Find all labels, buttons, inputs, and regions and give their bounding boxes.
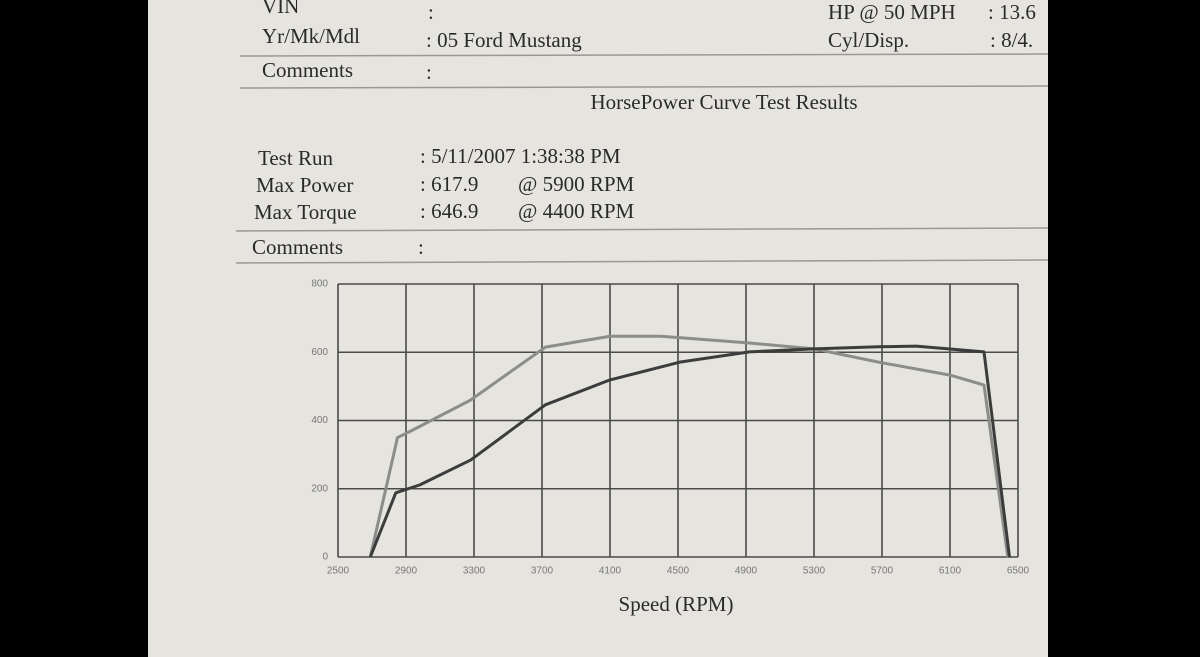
x-axis-label: Speed (RPM) xyxy=(619,592,734,616)
y-tick-label: 400 xyxy=(311,415,328,426)
y-tick-label: 800 xyxy=(311,279,328,290)
max-power-label: Max Power xyxy=(256,173,353,197)
y-tick-label: 200 xyxy=(311,483,328,494)
x-tick-label: 2900 xyxy=(395,566,418,577)
rule xyxy=(239,85,1048,89)
vin-value: : xyxy=(428,0,434,24)
x-tick-label: 6500 xyxy=(1007,566,1030,577)
x-tick-label: 3300 xyxy=(463,566,486,577)
x-tick-label: 3700 xyxy=(531,566,554,577)
sheet: VIN : HP @ 50 MPH : 13.6 Yr/Mk/Mdl : 05 … xyxy=(235,0,1048,616)
max-torque-value: : 646.9 xyxy=(420,199,478,223)
comments-label: Comments xyxy=(252,235,343,259)
rule xyxy=(235,259,1048,264)
curve xyxy=(368,334,1010,558)
comments-value: : xyxy=(418,235,424,259)
paper xyxy=(148,0,1048,657)
vin-label: VIN xyxy=(262,0,299,18)
max-power-rpm: @ 5900 RPM xyxy=(518,172,635,196)
y-tick-label: 600 xyxy=(311,347,328,358)
x-tick-label: 4900 xyxy=(735,566,758,577)
x-tick-label: 2500 xyxy=(327,566,350,577)
comments-label: Comments xyxy=(262,58,353,82)
x-tick-label: 6100 xyxy=(939,566,962,577)
max-torque-rpm: @ 4400 RPM xyxy=(518,199,635,223)
ymm-label: Yr/Mk/Mdl xyxy=(262,24,360,48)
curve xyxy=(368,344,1011,558)
comments-value: : xyxy=(426,60,432,84)
test-run-label: Test Run xyxy=(258,146,333,170)
rule xyxy=(239,53,1048,57)
hp-value: : 13.6 xyxy=(988,0,1036,24)
hp-label: HP @ 50 MPH xyxy=(828,0,956,24)
x-tick-label: 4500 xyxy=(667,566,690,577)
rule xyxy=(235,227,1048,232)
results-title: HorsePower Curve Test Results xyxy=(590,90,857,114)
max-power-value: : 617.9 xyxy=(420,172,478,196)
ymm-value: : 05 Ford Mustang xyxy=(426,28,582,52)
max-torque-label: Max Torque xyxy=(254,200,357,224)
x-tick-label: 4100 xyxy=(599,566,622,577)
x-tick-label: 5700 xyxy=(871,566,894,577)
y-tick-label: 0 xyxy=(322,552,328,563)
cyl-value: : 8/4. xyxy=(990,28,1033,52)
x-tick-label: 5300 xyxy=(803,566,826,577)
cyl-label: Cyl/Disp. xyxy=(828,28,909,52)
test-run-value: : 5/11/2007 1:38:38 PM xyxy=(420,144,621,168)
